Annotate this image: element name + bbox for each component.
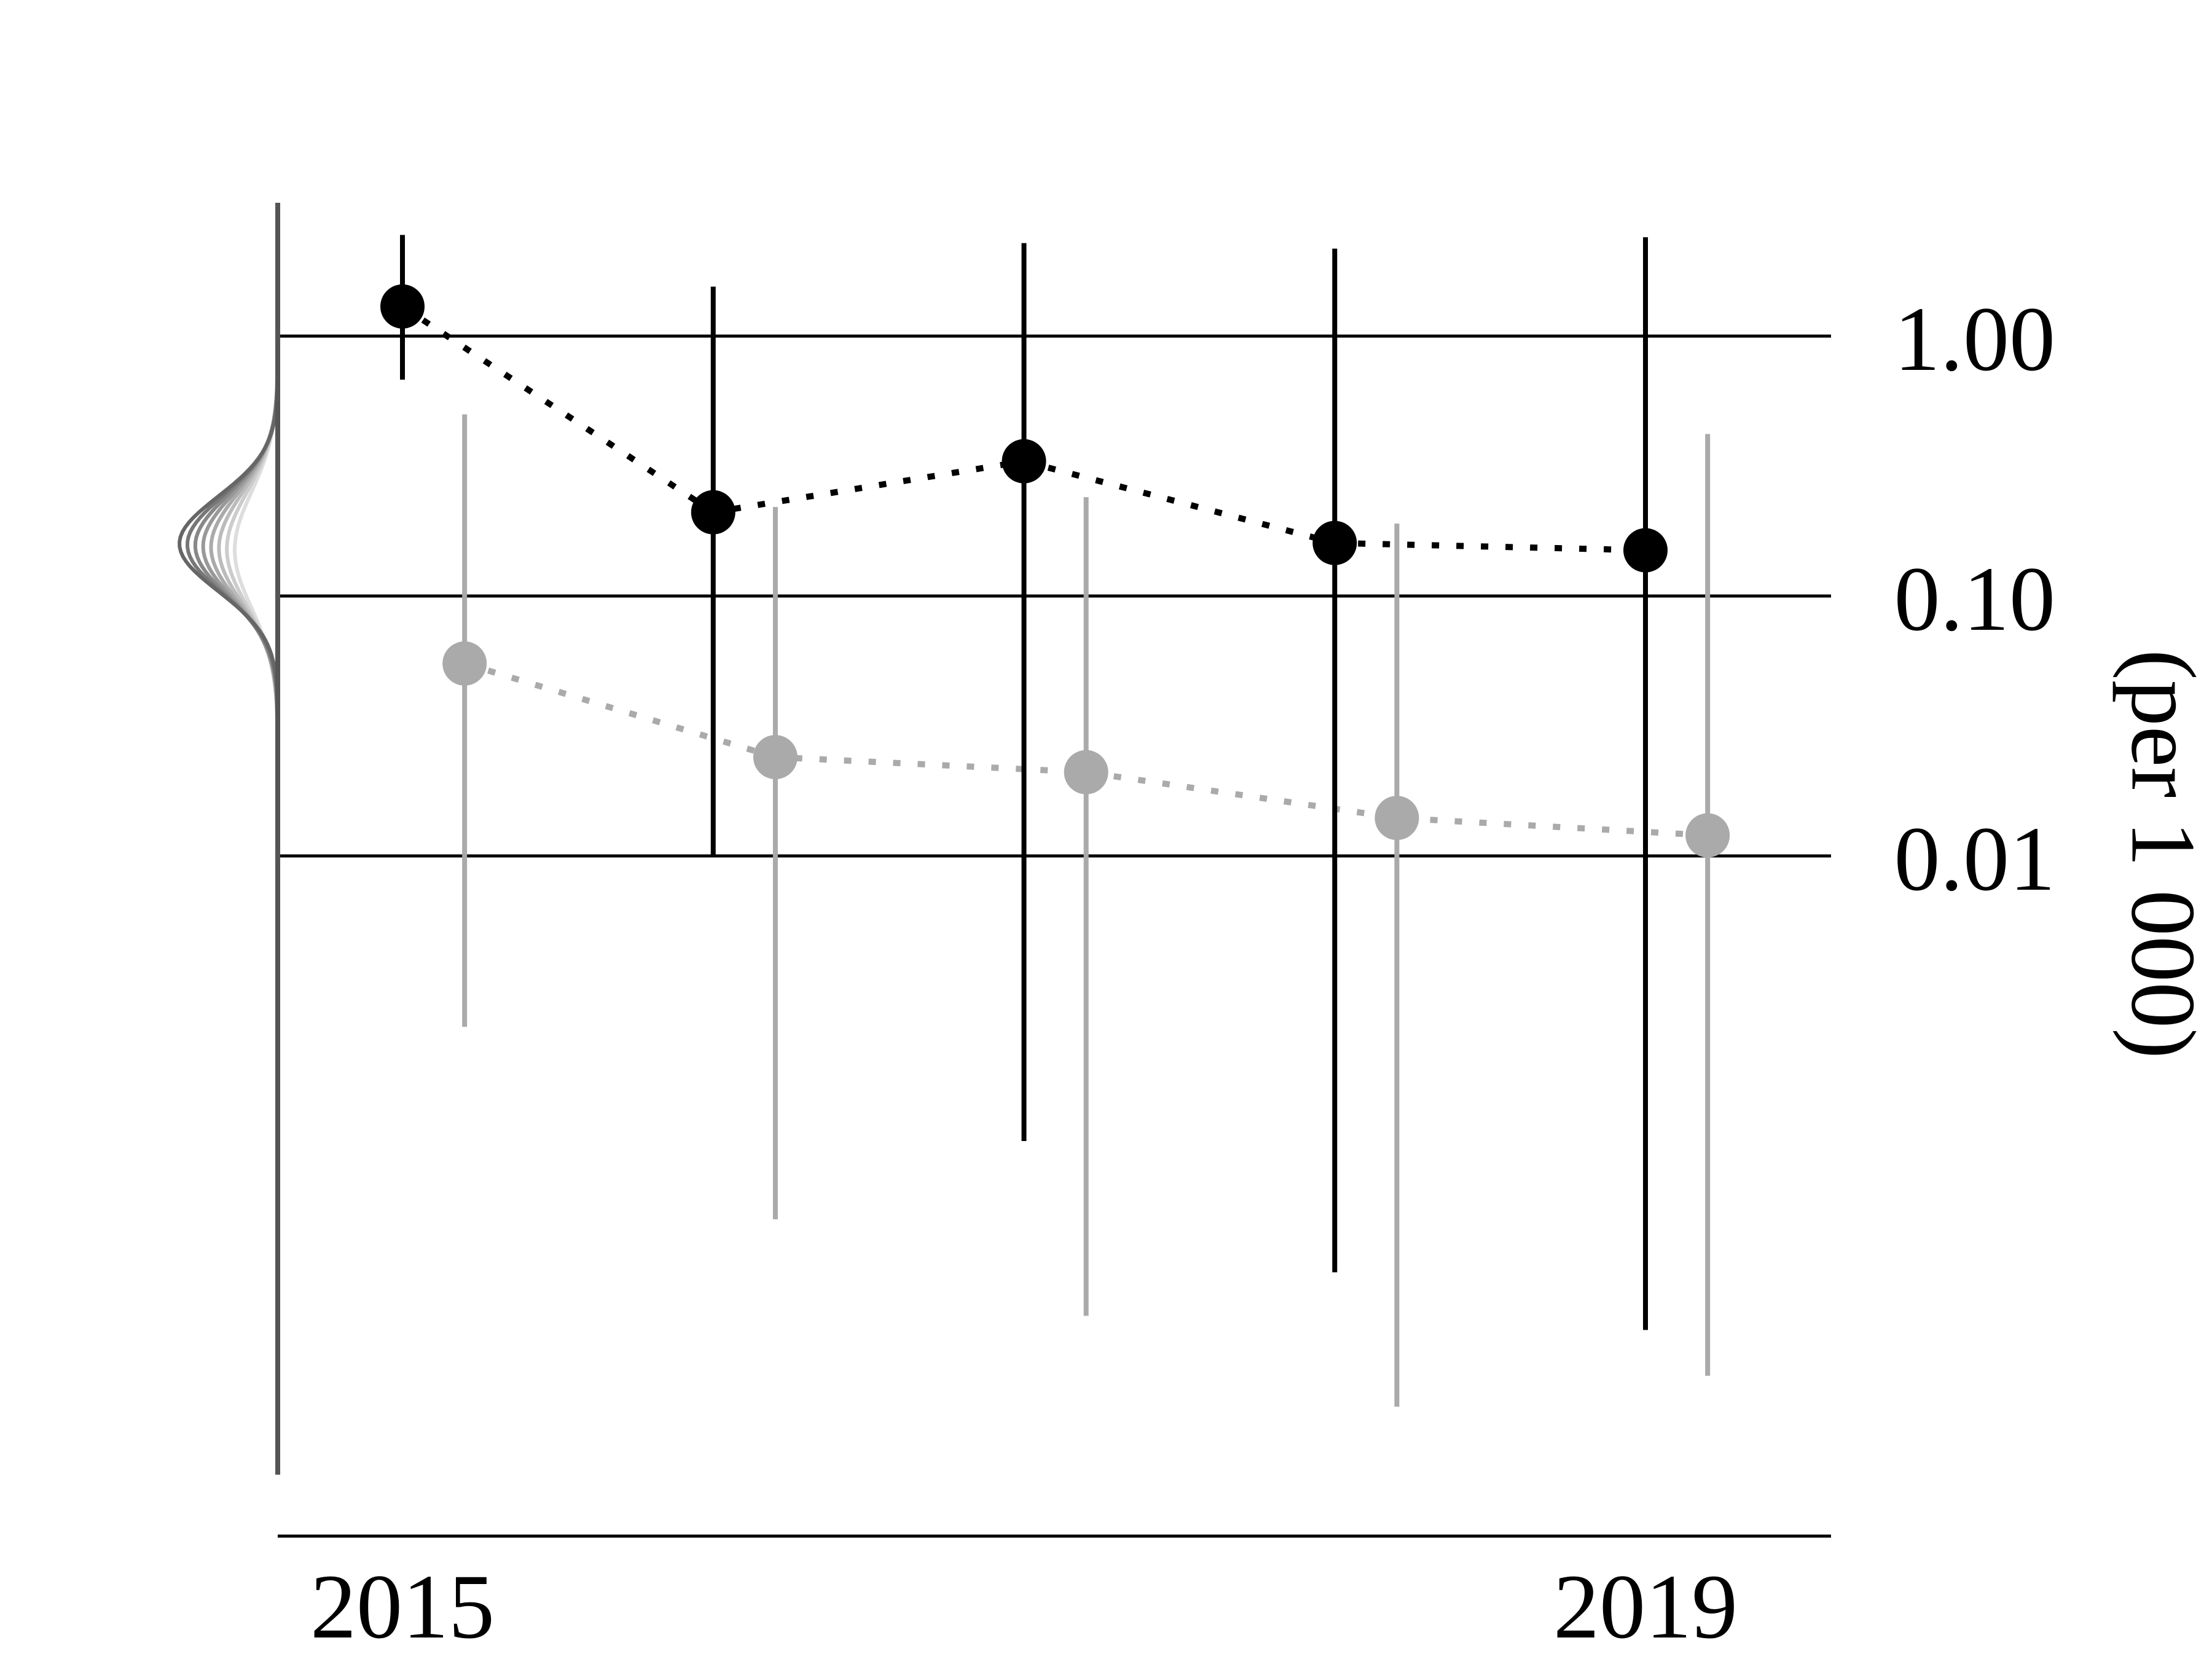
x-tick-label-1: 2019 (1553, 1556, 1738, 1658)
distribution-curve-6 (185, 203, 280, 1471)
y-tick-label-0: 1.00 (1894, 288, 2056, 390)
series-1-point-0 (442, 641, 487, 686)
series-1-point-2 (1064, 750, 1108, 794)
series-1-point-4 (1685, 813, 1730, 858)
y-tick-labels: 1.00 0.10 0.01 (1894, 288, 2056, 910)
series-0-point-4 (1623, 528, 1668, 573)
distribution-curve-2 (217, 203, 280, 1471)
series-0-point-3 (1312, 520, 1357, 565)
series-1-point-3 (1375, 796, 1419, 841)
distribution-curve-0 (232, 203, 280, 1471)
x-tick-labels: 2015 2019 (310, 1556, 1738, 1658)
series-1-point-1 (753, 735, 798, 780)
distribution-curves (178, 203, 280, 1475)
distribution-curve-4 (201, 203, 280, 1471)
x-tick-label-0: 2015 (310, 1556, 495, 1658)
distribution-curve-7 (178, 203, 280, 1471)
distribution-curve-3 (209, 203, 280, 1471)
distribution-curve-5 (193, 203, 280, 1471)
y-tick-label-1: 0.10 (1894, 548, 2056, 650)
data-points (380, 284, 1730, 858)
series-0-point-1 (691, 490, 735, 535)
series-0-line (401, 304, 1646, 554)
error-bars (400, 235, 1711, 1407)
grid-lines (278, 334, 1831, 858)
series-0-point-0 (380, 284, 425, 329)
y-axis-title: (per 1 000) (2112, 649, 2212, 1059)
series-lines (401, 304, 1708, 839)
series-0-point-2 (1002, 439, 1046, 484)
distribution-curve-1 (225, 203, 280, 1471)
y-tick-label-2: 0.01 (1894, 808, 2056, 910)
